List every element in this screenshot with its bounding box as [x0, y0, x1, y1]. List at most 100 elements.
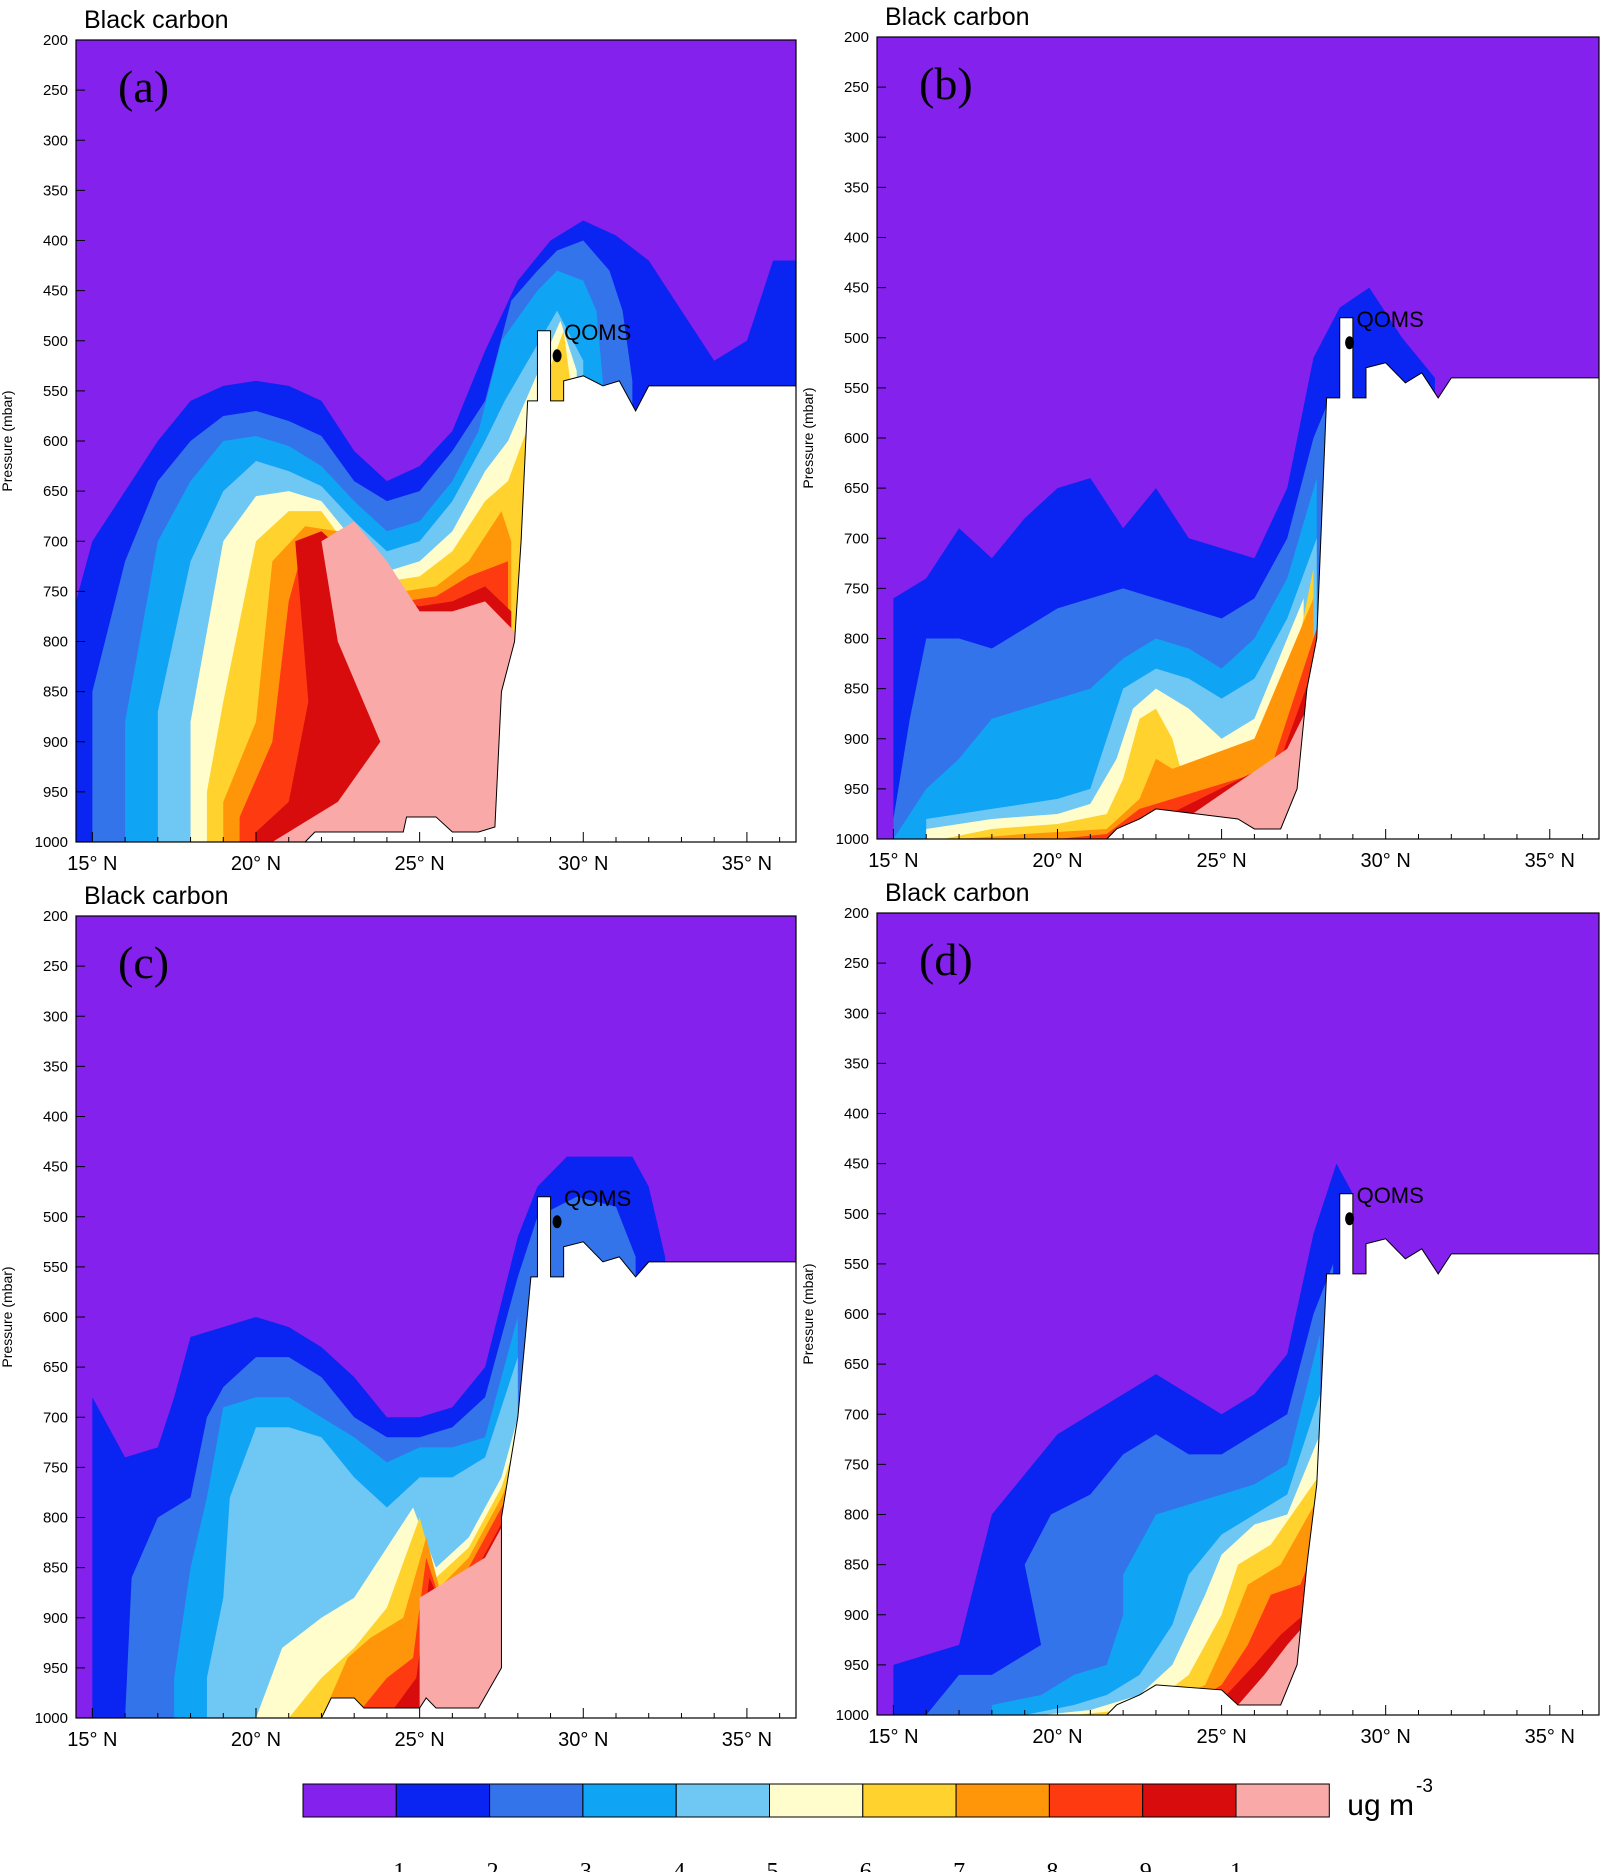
ytick-label: 1000	[35, 834, 68, 851]
ytick-label: 250	[43, 82, 68, 99]
ytick-label: 600	[844, 1306, 869, 1323]
colorbar-tick-label: .9	[1134, 1859, 1152, 1872]
xtick-label: 30° N	[1361, 1726, 1411, 1748]
colorbar-tick-label: .5	[761, 1859, 779, 1872]
ytick-label: 750	[43, 583, 68, 600]
ytick-label: 500	[844, 1206, 869, 1223]
xtick-label: 25° N	[395, 853, 445, 875]
colorbar-cell	[769, 1783, 864, 1818]
xtick-label: 25° N	[1196, 1726, 1246, 1748]
contour-level-10	[419, 1497, 518, 1718]
xtick-label: 20° N	[231, 1729, 281, 1751]
colorbar-cell	[1142, 1783, 1237, 1818]
xtick-label: 15° N	[67, 853, 117, 875]
ytick-label: 700	[844, 530, 869, 547]
ytick-label: 900	[844, 1607, 869, 1624]
colorbar-cell	[675, 1783, 771, 1818]
panel-title: Black carbon	[84, 6, 229, 34]
ytick-label: 950	[43, 1660, 68, 1677]
plot-area	[877, 37, 1599, 839]
ytick-label: 1000	[836, 831, 869, 848]
colorbar-tick-label: .8	[1040, 1859, 1058, 1872]
plot-area	[76, 916, 796, 1718]
ytick-label: 900	[43, 734, 68, 751]
ytick-label: 450	[844, 1156, 869, 1173]
ytick-label: 450	[43, 283, 68, 300]
colorbar: .1 .2 .3 .4 .5 .6 .7 .8 .9 1 ug m-3	[302, 1776, 1433, 1872]
colorbar-tick-label: .6	[854, 1859, 872, 1872]
ytick-label: 850	[844, 1557, 869, 1574]
colorbar-tick-label: .1	[387, 1859, 405, 1872]
ytick-label: 650	[844, 480, 869, 497]
colorbar-cell	[302, 1783, 397, 1818]
ytick-label: 1000	[836, 1707, 869, 1724]
ytick-label: 350	[43, 182, 68, 199]
xtick-label: 15° N	[868, 850, 918, 872]
ytick-label: 900	[43, 1610, 68, 1627]
station-label: QOMS	[1357, 1183, 1424, 1208]
ytick-label: 350	[844, 179, 869, 196]
ytick-label: 650	[844, 1356, 869, 1373]
ytick-label: 850	[43, 1560, 68, 1577]
colorbar-tick-label: 1	[1230, 1859, 1242, 1872]
ytick-label: 550	[844, 1256, 869, 1273]
panel-title: Black carbon	[885, 879, 1030, 907]
ytick-label: 800	[43, 634, 68, 651]
ytick-label: 650	[43, 483, 68, 500]
xtick-label: 15° N	[868, 1726, 918, 1748]
plot-area	[877, 913, 1599, 1715]
xtick-label: 30° N	[558, 853, 608, 875]
terrain-mask	[76, 1196, 796, 1718]
contour-level-10	[1090, 688, 1317, 839]
ytick-label: 350	[43, 1058, 68, 1075]
station-label: QOMS	[564, 320, 631, 345]
xtick-label: 25° N	[1196, 850, 1246, 872]
terrain-mask	[76, 330, 796, 842]
ytick-label: 800	[844, 631, 869, 648]
ytick-label: 300	[844, 129, 869, 146]
xtick-label: 15° N	[67, 1729, 117, 1751]
colorbar-units: ug m	[1347, 1789, 1414, 1822]
station-label: QOMS	[1357, 307, 1424, 332]
ytick-label: 750	[43, 1459, 68, 1476]
colorbar-cell	[955, 1783, 1050, 1818]
ytick-label: 800	[844, 1507, 869, 1524]
xtick-label: 25° N	[395, 1729, 445, 1751]
ytick-label: 900	[844, 731, 869, 748]
xtick-label: 20° N	[1032, 850, 1082, 872]
colorbar-cell	[1048, 1783, 1144, 1818]
colorbar-cell	[582, 1783, 677, 1818]
ytick-label: 200	[43, 908, 68, 925]
xtick-label: 20° N	[231, 853, 281, 875]
ytick-label: 250	[844, 955, 869, 972]
ytick-label: 450	[43, 1159, 68, 1176]
station-marker	[552, 1215, 562, 1229]
ytick-label: 400	[43, 1109, 68, 1126]
panel-d: 200 250 300 350 400 450 500 550 600 650 700 750 800 8…	[800, 879, 1600, 1748]
xtick-label: 30° N	[558, 1729, 608, 1751]
xtick-label: 35° N	[1525, 850, 1575, 872]
y-axis-label: Pressure (mbar)	[0, 1266, 15, 1367]
panel-letter: (d)	[919, 934, 973, 985]
ytick-label: 550	[43, 383, 68, 400]
ytick-label: 750	[844, 580, 869, 597]
ytick-label: 950	[844, 1657, 869, 1674]
station-marker	[1345, 1212, 1355, 1226]
colorbar-tick-label: .4	[667, 1859, 685, 1872]
ytick-label: 500	[43, 1209, 68, 1226]
ytick-label: 850	[43, 684, 68, 701]
panel-b: 200 250 300 350 400 450 500 550 600 650 700 750 800 8…	[800, 3, 1600, 872]
ytick-label: 700	[43, 1409, 68, 1426]
xtick-label: 20° N	[1032, 1726, 1082, 1748]
ytick-label: 450	[844, 280, 869, 297]
ytick-label: 400	[844, 1106, 869, 1123]
ytick-label: 200	[43, 32, 68, 49]
panel-letter: (c)	[118, 937, 169, 988]
ytick-label: 250	[43, 958, 68, 975]
ytick-label: 400	[43, 233, 68, 250]
panel-letter: (a)	[118, 61, 169, 112]
colorbar-tick-label: .3	[574, 1859, 592, 1872]
colorbar-cell	[489, 1783, 584, 1818]
y-axis-label: Pressure (mbar)	[0, 390, 15, 491]
panel-c: 200 250 300 350 400 450 500 550 600 650 700 750 800 8…	[0, 882, 797, 1751]
